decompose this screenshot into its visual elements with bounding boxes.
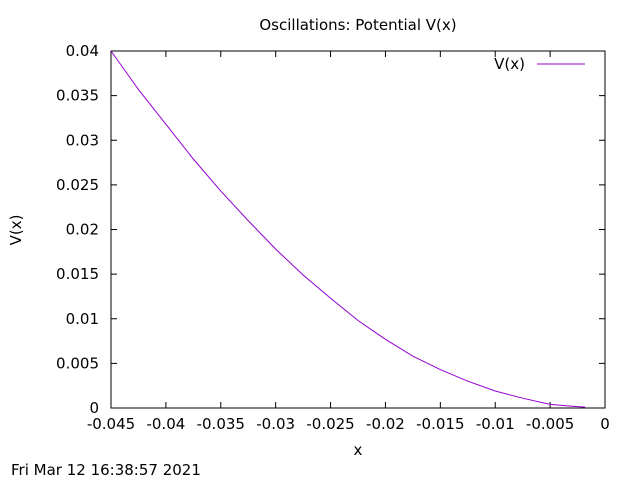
y-tick-label: 0.015 [56,265,99,283]
x-tick-label: -0.005 [526,415,574,433]
y-axis-label: V(x) [7,215,25,246]
timestamp: Fri Mar 12 16:38:57 2021 [11,461,201,479]
legend-label: V(x) [494,55,525,73]
y-tick-label: 0.03 [66,131,99,149]
y-tick-label: 0.04 [66,42,99,60]
x-axis-label: x [354,441,363,459]
x-tick-label: -0.01 [476,415,515,433]
x-tick-label: -0.03 [256,415,295,433]
ticks-layer: -0.045 -0.04 -0.035 -0.03 -0.025 -0.02 -0.015-… [56,42,610,433]
y-tick-label: 0.035 [56,87,99,105]
x-tick-label: -0.035 [197,415,245,433]
x-tick-label: -0.04 [146,415,185,433]
series-line-v-x [110,50,586,408]
chart-title: Oscillations: Potential V(x) [259,16,456,34]
series-layer [110,50,586,408]
y-tick-label: 0.01 [66,310,99,328]
x-tick-label: -0.015 [416,415,464,433]
y-tick-label: 0.025 [56,176,99,194]
y-tick-label: 0.02 [66,221,99,239]
legend: V(x) [494,55,585,73]
x-tick-label: -0.045 [87,415,135,433]
y-tick-label: 0 [89,399,99,417]
plot-frame [110,50,606,409]
x-tick-label: -0.025 [306,415,354,433]
x-tick-label: -0.02 [366,415,405,433]
y-tick-label: 0.005 [56,354,99,372]
x-tick-label: 0 [600,415,610,433]
